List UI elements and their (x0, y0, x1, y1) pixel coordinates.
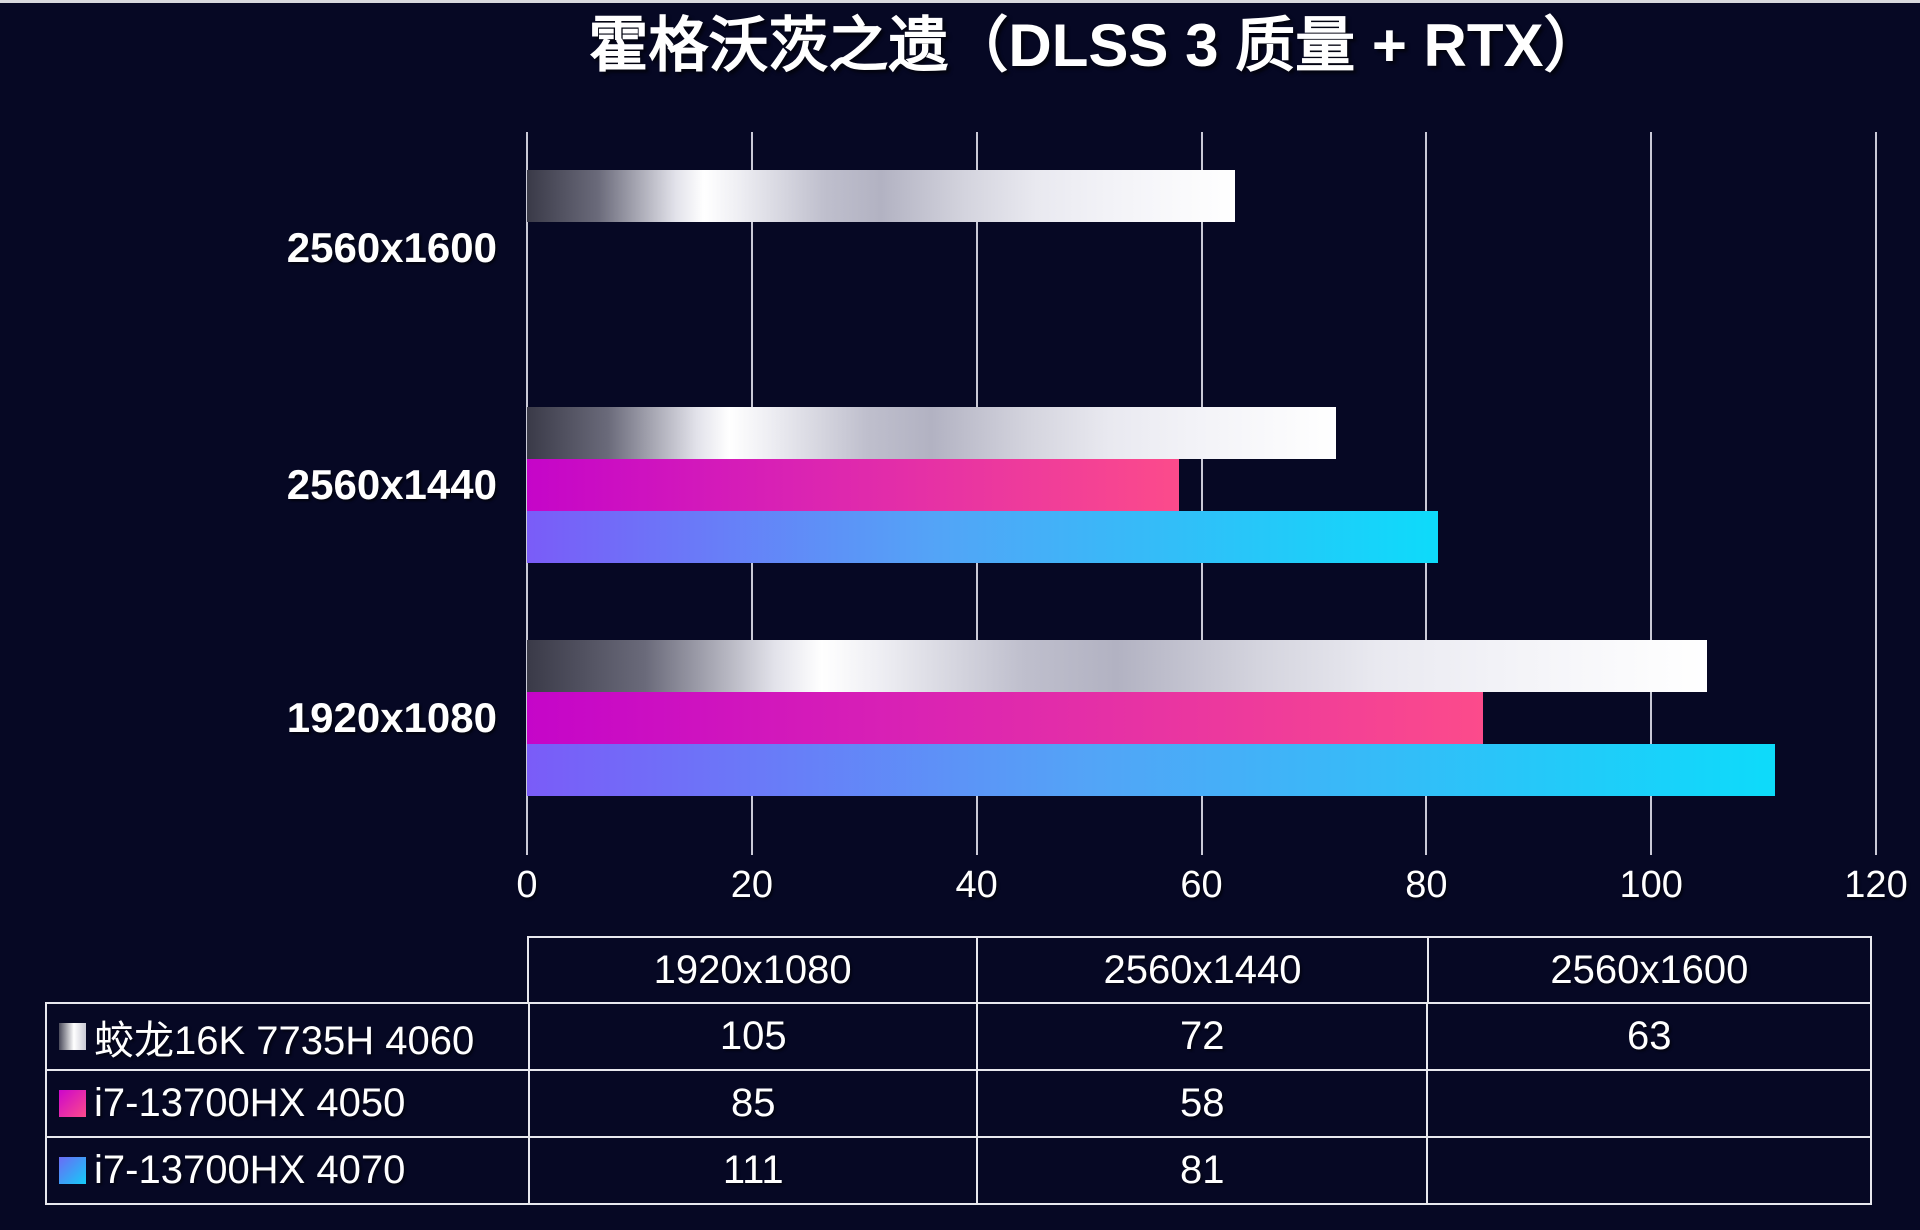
legend-swatch-silver-icon (59, 1023, 86, 1050)
bar-magenta-2560x1440 (527, 459, 1179, 511)
gridline-x-100 (1650, 132, 1653, 855)
legend-swatch-blue-icon (59, 1157, 86, 1184)
category-label-1920x1080: 1920x1080 (286, 694, 497, 741)
value-cell-r1-c1: 105 (528, 1004, 976, 1069)
bar-silver-2560x1440 (527, 407, 1336, 459)
value-cell-r2-c3 (1426, 1071, 1870, 1136)
category-label-2560x1600: 2560x1600 (286, 224, 497, 271)
legend-label: 蛟龙16K 7735H 4060 (94, 1018, 475, 1063)
bar-silver-1920x1080 (527, 640, 1707, 692)
value-cell-r2-c2: 58 (975, 1071, 1427, 1136)
value-cell-r1-c3: 63 (1426, 1004, 1870, 1069)
x-axis-tick-40: 40 (955, 864, 998, 906)
legend-cell-蛟龙16K 7735H 4060: 蛟龙16K 7735H 4060 (47, 1004, 528, 1069)
x-axis-tick-100: 100 (1619, 864, 1683, 906)
table-row-i7-13700HX 4070: i7-13700HX 4070 111 81 (47, 1136, 1870, 1203)
bar-magenta-1920x1080 (527, 692, 1483, 744)
table-row-i7-13700HX 4050: i7-13700HX 4050 85 58 (47, 1069, 1870, 1136)
legend-cell-i7-13700HX 4070: i7-13700HX 4070 (47, 1138, 528, 1203)
top-divider-line (0, 0, 1920, 3)
table-row-蛟龙16K 7735H 4060: 蛟龙16K 7735H 4060 105 72 63 (47, 1004, 1870, 1069)
legend-label: i7-13700HX 4050 (94, 1081, 406, 1125)
x-axis-tick-80: 80 (1405, 864, 1448, 906)
legend-label: i7-13700HX 4070 (94, 1148, 406, 1192)
gridline-x-120 (1875, 132, 1877, 855)
x-axis-tick-120: 120 (1844, 864, 1908, 906)
bar-blue-2560x1440 (527, 511, 1438, 563)
chart-title: 霍格沃茨之遗（DLSS 3 质量 + RTX） (588, 12, 1604, 79)
value-cell-r3-c3 (1426, 1138, 1870, 1203)
table-header-2560x1440: 2560x1440 (976, 938, 1426, 1002)
table-header-2560x1600: 2560x1600 (1426, 938, 1870, 1002)
data-table-body: 蛟龙16K 7735H 4060 105 72 63 i7-13700HX 4050 85… (45, 1002, 1872, 1205)
category-label-2560x1440: 2560x1440 (286, 461, 497, 508)
bar-blue-1920x1080 (527, 744, 1775, 796)
value-cell-r3-c1: 111 (528, 1138, 976, 1203)
data-table-header-row: 1920x1080 2560x1440 2560x1600 (527, 936, 1872, 1004)
legend-cell-i7-13700HX 4050: i7-13700HX 4050 (47, 1071, 528, 1136)
bar-silver-2560x1600 (527, 170, 1235, 222)
x-axis-tick-20: 20 (730, 864, 773, 906)
gridline-x-80 (1425, 132, 1428, 855)
x-axis-tick-0: 0 (516, 864, 538, 906)
value-cell-r1-c2: 72 (975, 1004, 1427, 1069)
table-header-1920x1080: 1920x1080 (653, 947, 852, 992)
value-cell-r3-c2: 81 (975, 1138, 1427, 1203)
gridline-x-60 (1200, 132, 1203, 855)
x-axis-tick-60: 60 (1180, 864, 1223, 906)
legend-swatch-magenta-icon (59, 1090, 86, 1117)
value-cell-r2-c1: 85 (528, 1071, 976, 1136)
